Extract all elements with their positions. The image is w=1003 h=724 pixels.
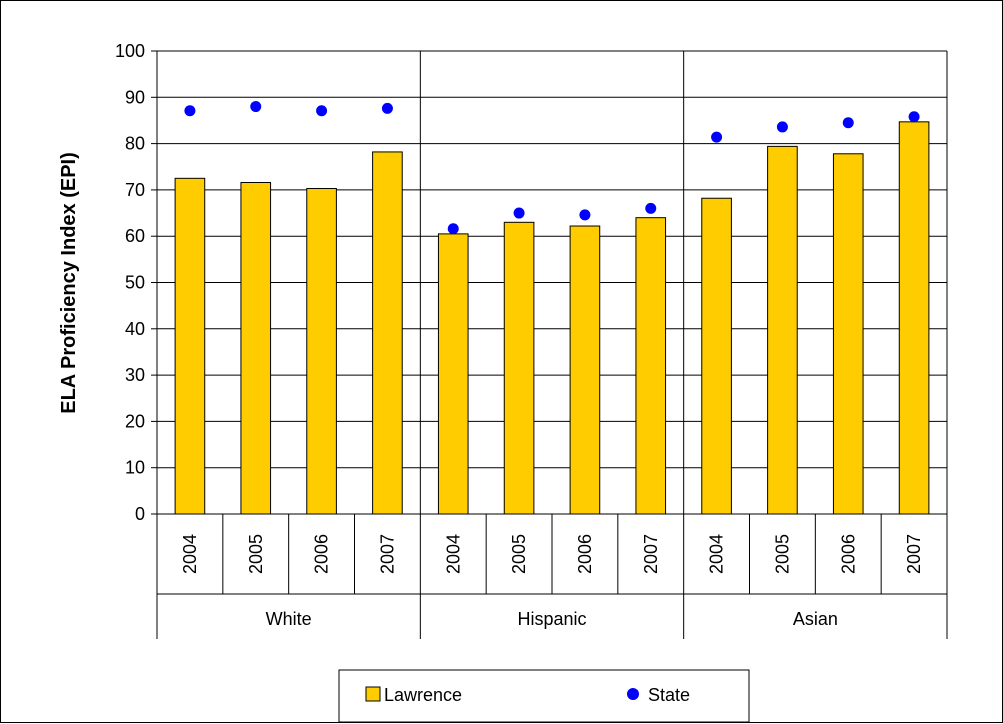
bar-lawrence-hispanic-2007 <box>635 217 667 515</box>
y-tick-label: 50 <box>125 273 145 293</box>
y-tick-label: 40 <box>125 319 145 339</box>
y-tick-label: 0 <box>135 504 145 524</box>
dot-state-white-2004 <box>184 105 196 117</box>
y-tick-label: 20 <box>125 411 145 431</box>
group-label-asian: Asian <box>793 609 838 629</box>
y-tick-label: 80 <box>125 134 145 154</box>
x-tick-label: 2007 <box>641 534 661 574</box>
legend-lawrence-swatch <box>365 686 381 702</box>
y-axis-label: ELA Proficiency Index (EPI) <box>58 152 80 414</box>
dot-state-hispanic-2005 <box>513 207 525 219</box>
bar-lawrence-asian-2007 <box>898 121 930 515</box>
x-tick-label: 2005 <box>772 534 792 574</box>
bar-lawrence-hispanic-2004 <box>437 233 469 515</box>
legend-lawrence-label: Lawrence <box>384 685 462 705</box>
x-tick-label: 2006 <box>838 534 858 574</box>
legend-box <box>338 669 750 723</box>
group-label-hispanic: Hispanic <box>517 609 586 629</box>
y-tick-layer: 0 10 20 30 40 50 60 70 80 90 100 <box>115 41 145 524</box>
bar-lawrence-hispanic-2006 <box>569 225 601 515</box>
group-label-white: White <box>266 609 312 629</box>
bar-lawrence-white-2005 <box>240 181 272 515</box>
dot-state-asian-2006 <box>842 117 854 129</box>
bar-lawrence-asian-2004 <box>701 197 732 515</box>
dot-state-asian-2005 <box>776 121 788 133</box>
x-tick-label: 2005 <box>509 534 529 574</box>
grid-layer <box>157 50 947 469</box>
dot-state-white-2005 <box>250 101 262 113</box>
dot-state-hispanic-2004 <box>447 223 459 235</box>
y-tick-label: 10 <box>125 458 145 478</box>
y-tick-label: 60 <box>125 226 145 246</box>
group-label-layer: White Hispanic Asian <box>266 609 838 629</box>
x-tick-label: 2004 <box>707 534 727 574</box>
dot-state-white-2006 <box>316 105 328 117</box>
bar-lawrence-white-2004 <box>174 177 206 515</box>
dot-state-asian-2004 <box>711 131 723 143</box>
x-tick-label: 2007 <box>904 534 924 574</box>
y-tick-label: 70 <box>125 180 145 200</box>
dot-layer <box>184 101 920 235</box>
legend-state-label: State <box>648 685 690 705</box>
dot-state-hispanic-2007 <box>645 202 657 214</box>
x-tick-label: 2007 <box>377 534 397 574</box>
x-tick-label: 2005 <box>246 534 266 574</box>
bar-layer <box>174 121 930 515</box>
y-tick-label: 100 <box>115 41 145 61</box>
dot-state-hispanic-2006 <box>579 209 591 221</box>
x-tick-label: 2004 <box>180 534 200 574</box>
group-separators <box>419 51 685 639</box>
bar-lawrence-white-2007 <box>372 151 403 515</box>
x-tick-label: 2004 <box>443 534 463 574</box>
legend-state-marker <box>627 688 639 700</box>
x-tick-layer: 2004 2005 2006 2007 2004 2005 2006 2007 2004 2005… <box>180 534 924 574</box>
legend: Lawrence State <box>338 669 750 723</box>
bar-lawrence-asian-2005 <box>767 145 798 515</box>
bar-lawrence-white-2006 <box>306 188 337 515</box>
dot-state-white-2007 <box>381 102 393 114</box>
dot-state-asian-2007 <box>908 111 920 123</box>
y-tick-label: 30 <box>125 365 145 385</box>
bar-lawrence-hispanic-2005 <box>503 221 535 515</box>
y-tick-label: 90 <box>125 87 145 107</box>
axis-layer <box>151 50 948 639</box>
bar-lawrence-asian-2006 <box>832 153 864 515</box>
x-tick-label: 2006 <box>312 534 332 574</box>
x-tick-label: 2006 <box>575 534 595 574</box>
